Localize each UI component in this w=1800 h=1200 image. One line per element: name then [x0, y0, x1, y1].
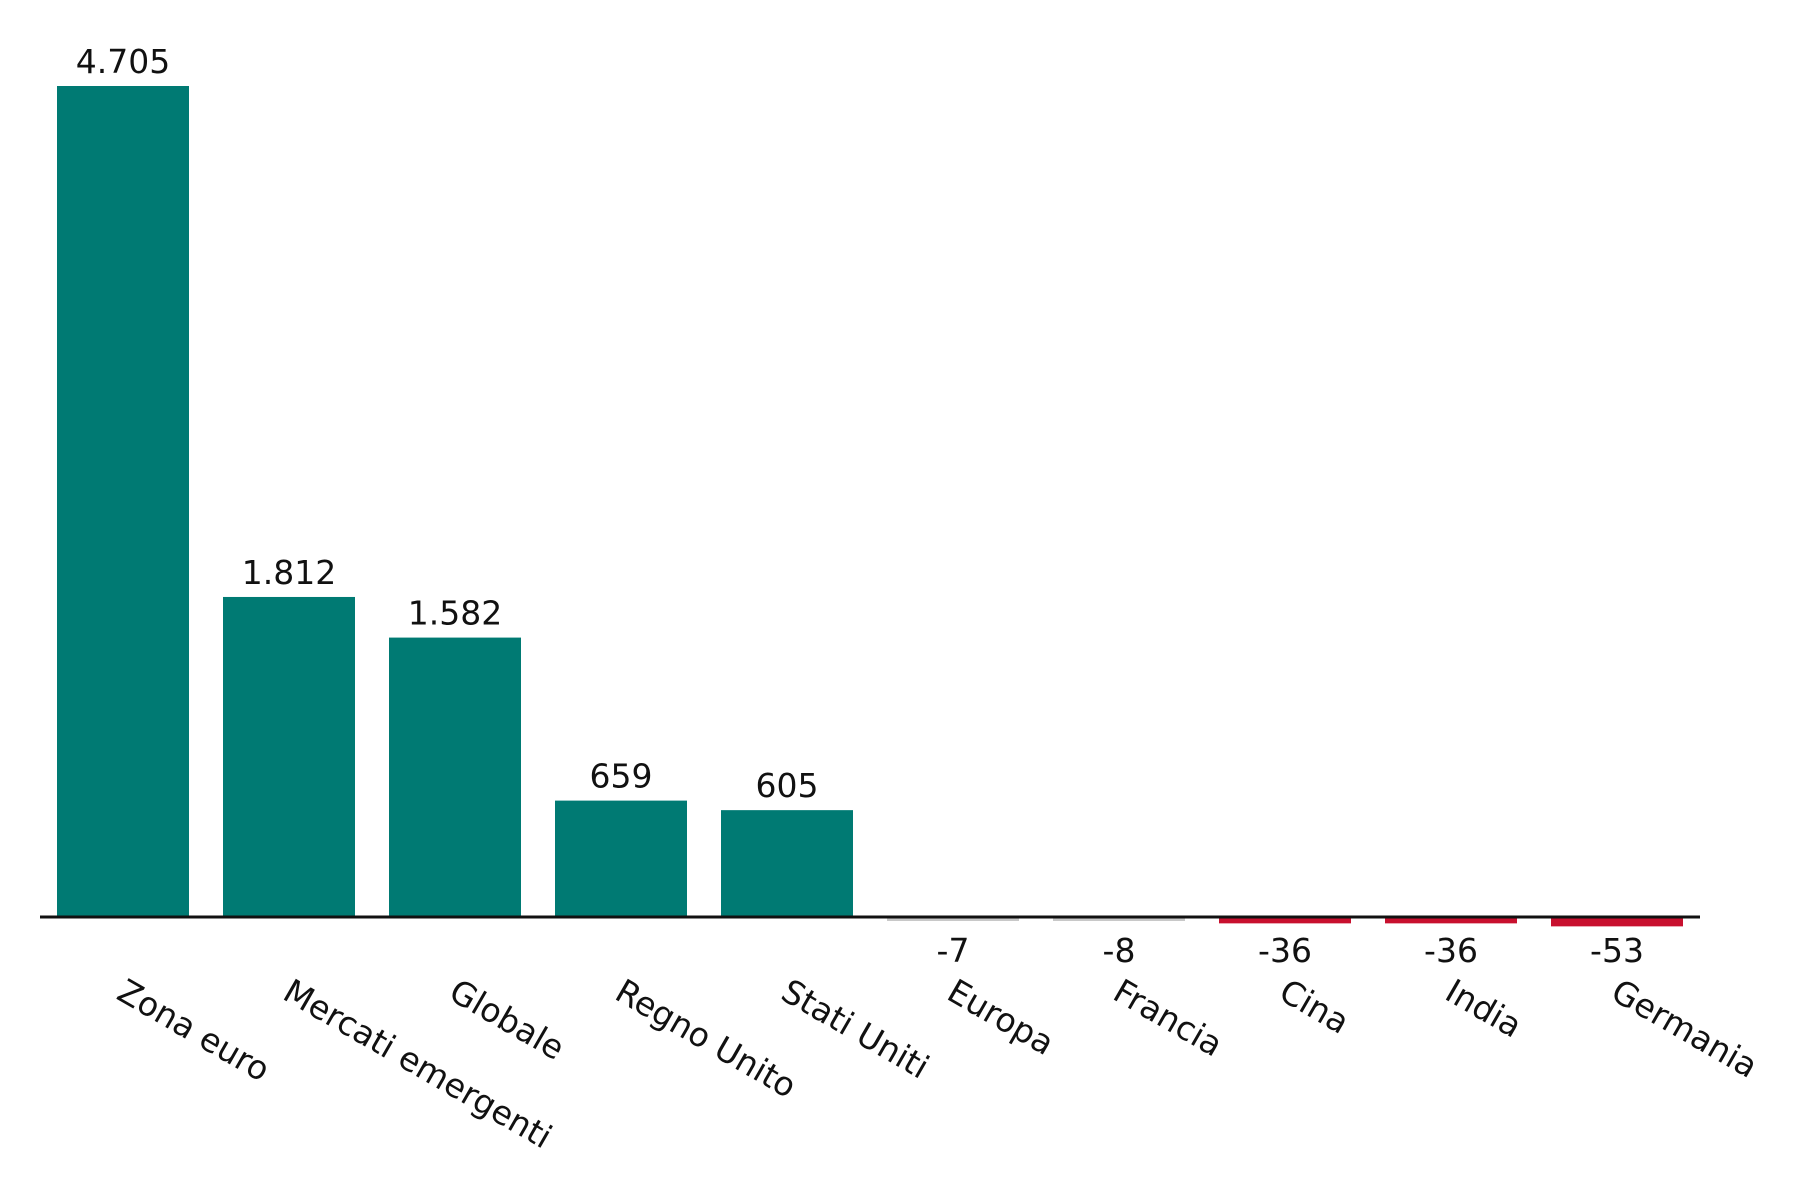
bar-globale	[389, 637, 521, 917]
value-label-cina: -36	[1258, 931, 1312, 970]
value-label-stati-uniti: 605	[756, 766, 819, 805]
value-label-regno-unito: 659	[590, 757, 653, 796]
bar-regno-unito	[555, 800, 687, 917]
category-label-francia: Francia	[1107, 971, 1229, 1064]
value-label-europa: -7	[937, 931, 970, 970]
value-label-india: -36	[1424, 931, 1478, 970]
category-label-europa: Europa	[941, 971, 1061, 1063]
bars-group	[57, 86, 1683, 927]
category-label-cina: Cina	[1273, 971, 1356, 1041]
category-label-globale: Globale	[443, 971, 571, 1068]
bar-cina	[1219, 917, 1351, 924]
value-label-globale: 1.582	[408, 594, 502, 633]
category-label-regno-unito: Regno Unito	[609, 971, 803, 1106]
category-label-india: India	[1439, 971, 1529, 1045]
bar-zona-euro	[57, 86, 189, 917]
bar-india	[1385, 917, 1517, 924]
value-label-germania: -53	[1590, 931, 1644, 970]
bar-francia	[1053, 917, 1185, 921]
category-label-mercati-emergenti: Mercati emergenti	[277, 971, 559, 1156]
value-label-francia: -8	[1103, 931, 1136, 970]
category-label-germania: Germania	[1605, 971, 1764, 1086]
category-label-zona-euro: Zona euro	[111, 971, 277, 1089]
bar-mercati-emergenti	[223, 596, 355, 917]
bar-stati-uniti	[721, 810, 853, 917]
value-label-zona-euro: 4.705	[76, 42, 170, 81]
bar-europa	[887, 917, 1019, 921]
bar-germania	[1551, 917, 1683, 927]
value-label-mercati-emergenti: 1.812	[242, 553, 336, 592]
value-labels-group: 4.705 1.812 1.582 659 605 -7 -8 -36 -36 -53	[76, 42, 1644, 970]
